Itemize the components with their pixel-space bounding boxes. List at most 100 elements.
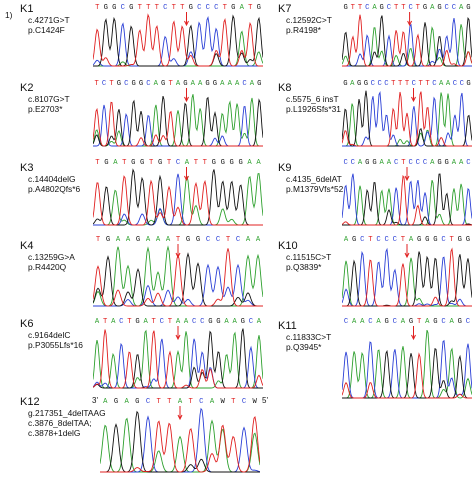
base-call: A: [126, 236, 131, 244]
panel-k2-label: K2 c.8107G>T p.E2703*: [20, 82, 70, 114]
base-call: C: [423, 159, 428, 167]
panel-k7-label: K7 c.12592C>T p.R4198*: [278, 3, 332, 35]
base-call: C: [432, 80, 437, 88]
base-call: A: [372, 4, 377, 12]
base-call: G: [186, 236, 190, 244]
base-call: G: [372, 159, 376, 167]
base-call: C: [249, 318, 254, 326]
panel-k9-line-2: p.M1379Vfs*52: [286, 184, 344, 194]
base-call: T: [146, 4, 151, 12]
base-call: G: [136, 236, 140, 244]
panel-k2-line-2: p.E2703*: [28, 104, 63, 114]
base-call: A: [184, 318, 189, 326]
base-call: C: [376, 236, 381, 244]
base-call: G: [104, 159, 108, 167]
panel-k1-id: K1: [20, 3, 34, 15]
base-call: A: [111, 318, 116, 326]
base-call: C: [371, 80, 376, 88]
base-call: C: [206, 236, 211, 244]
base-call: A: [401, 318, 406, 326]
panel-k6-line-1: c.9164delC: [28, 330, 71, 340]
base-call: A: [250, 80, 255, 88]
base-call: W: [253, 398, 258, 406]
mutation-arrowhead-icon: [404, 252, 410, 259]
mutation-arrowhead-icon: [404, 175, 410, 182]
trace-g: [92, 252, 263, 307]
base-call: A: [198, 80, 203, 88]
base-call: A: [256, 236, 261, 244]
base-call: A: [233, 318, 238, 326]
mutation-arrowhead-icon: [407, 20, 413, 27]
base-call: A: [178, 398, 183, 406]
panel-k9-line-1: c.4135_6delAT: [286, 174, 342, 184]
base-call: C: [360, 236, 365, 244]
base-call: G: [139, 80, 143, 88]
base-call: T: [226, 236, 231, 244]
mutation-arrowhead-icon: [177, 414, 183, 421]
base-call: G: [364, 80, 368, 88]
base-call: T: [189, 398, 194, 406]
base-call: T: [127, 318, 132, 326]
base-call: G: [466, 236, 470, 244]
panel-k4-id: K4: [20, 240, 34, 252]
panel-k4-line-1: c.13259G>A: [28, 252, 75, 262]
base-call: T: [248, 4, 253, 12]
base-call: C: [368, 318, 373, 326]
base-call: G: [433, 318, 437, 326]
base-call: T: [95, 80, 100, 88]
base-call: C: [460, 80, 465, 88]
base-call: A: [103, 398, 108, 406]
panel-k3-line-2: p.A4802Qfs*6: [28, 184, 81, 194]
base-call: T: [419, 80, 424, 88]
base-call: A: [176, 80, 181, 88]
base-call: C: [242, 80, 247, 88]
panel-k11-line-1: c.11833C>T: [286, 332, 332, 342]
base-call: C: [384, 80, 389, 88]
base-call: C: [236, 236, 241, 244]
trace-t: [92, 13, 263, 67]
base-call: G: [205, 80, 209, 88]
base-call: T: [155, 4, 160, 12]
base-call: G: [221, 159, 225, 167]
base-call: G: [458, 236, 462, 244]
base-call: C: [393, 318, 398, 326]
trace-g: [93, 14, 264, 67]
base-call: C: [408, 4, 413, 12]
base-call: C: [441, 318, 446, 326]
panel-k4-line-2: p.R4420Q: [28, 262, 67, 272]
panel-k7-line-1: c.12592C>T: [286, 15, 332, 25]
base-call: T: [394, 4, 399, 12]
base-call: T: [109, 80, 114, 88]
base-call: T: [203, 159, 208, 167]
base-call: C: [124, 80, 129, 88]
panel-k12-label: K12 g.217351_4delTAAG c.3876_8delTAA; c.…: [20, 396, 106, 438]
base-call: A: [224, 318, 229, 326]
figure-marker: 1): [5, 10, 13, 20]
base-call: A: [409, 236, 414, 244]
panel-k12-5prime: 5': [262, 396, 268, 405]
base-call: G: [409, 318, 413, 326]
panel-k1-line-1: c.4271G>T: [28, 15, 70, 25]
base-call: T: [194, 159, 199, 167]
base-call: C: [416, 159, 421, 167]
base-call: T: [168, 318, 173, 326]
base-call: T: [138, 4, 143, 12]
panel-k3-id: K3: [20, 162, 34, 174]
base-call: A: [430, 4, 435, 12]
base-call: A: [210, 398, 215, 406]
base-call: C: [176, 159, 181, 167]
base-call: A: [360, 318, 365, 326]
base-call: C: [466, 159, 471, 167]
panel-k7-id: K7: [278, 3, 292, 15]
trace-a: [92, 94, 263, 147]
